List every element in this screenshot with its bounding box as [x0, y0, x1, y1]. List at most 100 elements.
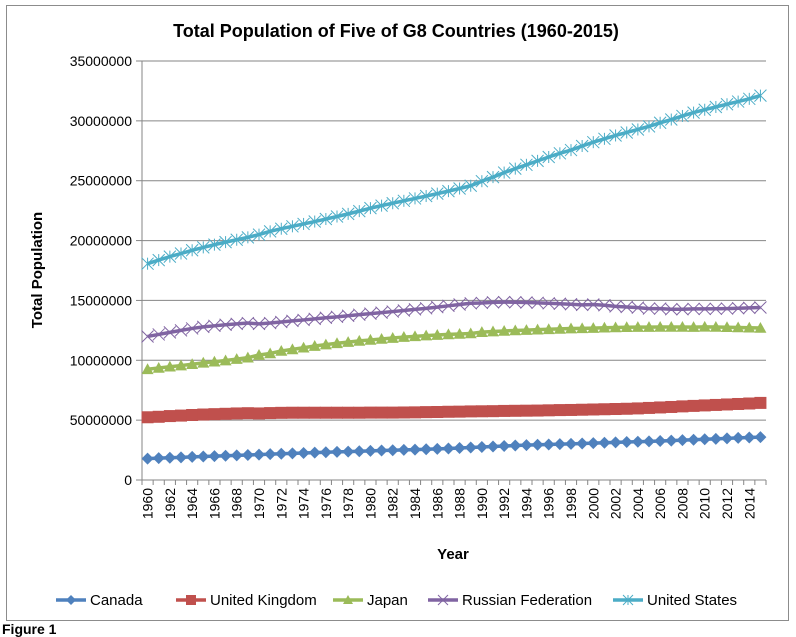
data-point-united-kingdom	[754, 396, 767, 409]
data-point-united-states	[219, 235, 232, 249]
data-point-united-states	[709, 100, 723, 114]
data-point-japan	[186, 358, 199, 370]
data-point-russian-federation	[542, 296, 556, 310]
x-tick-label: 1976	[318, 488, 334, 519]
data-point-united-states	[352, 204, 366, 218]
data-point-japan	[743, 321, 756, 333]
data-point-canada	[531, 438, 544, 451]
x-tick-label: 2010	[697, 488, 713, 519]
data-point-canada	[208, 450, 221, 463]
data-point-united-kingdom	[319, 406, 332, 419]
data-point-united-states	[542, 150, 556, 164]
data-point-united-states	[386, 196, 400, 210]
data-point-russian-federation	[185, 322, 199, 335]
data-point-japan	[687, 321, 700, 332]
y-tick-label: 25000000	[70, 173, 133, 189]
data-point-canada	[420, 443, 433, 456]
data-point-canada	[364, 444, 377, 457]
y-tick-label: 50000000	[70, 412, 133, 428]
data-point-united-kingdom	[409, 406, 421, 419]
data-point-canada	[721, 432, 733, 445]
data-point-canada	[609, 436, 622, 449]
data-point-japan	[576, 322, 589, 334]
data-point-russian-federation	[375, 306, 388, 319]
x-tick-label: 2008	[674, 488, 690, 519]
data-point-japan	[609, 321, 622, 333]
data-point-united-states	[642, 120, 656, 133]
data-point-united-kingdom	[420, 406, 433, 419]
data-point-united-states	[419, 189, 433, 203]
data-point-japan	[643, 321, 655, 332]
data-point-united-kingdom	[531, 404, 544, 417]
data-point-russian-federation	[453, 298, 466, 311]
data-point-russian-federation	[742, 301, 756, 315]
data-point-japan	[286, 343, 299, 355]
data-point-canada	[464, 441, 477, 454]
data-point-russian-federation	[152, 328, 166, 341]
data-point-canada	[598, 436, 611, 449]
data-point-united-kingdom	[442, 405, 455, 418]
data-point-united-states	[208, 238, 221, 251]
data-point-united-kingdom	[286, 406, 299, 419]
data-point-russian-federation	[642, 302, 656, 315]
data-point-united-states	[620, 126, 634, 139]
data-point-united-states	[508, 162, 522, 175]
data-point-united-kingdom	[297, 406, 310, 419]
data-point-russian-federation	[241, 316, 255, 330]
legend-item-united-kingdom: United Kingdom	[176, 592, 317, 609]
data-point-canada	[308, 446, 321, 459]
data-point-united-kingdom	[264, 407, 277, 420]
data-point-united-kingdom	[587, 403, 600, 416]
data-point-canada	[654, 434, 667, 447]
data-point-united-kingdom	[241, 407, 254, 420]
data-point-russian-federation	[486, 295, 500, 309]
data-point-japan	[509, 324, 522, 336]
data-point-russian-federation	[364, 307, 377, 320]
data-point-united-kingdom	[375, 406, 388, 419]
data-point-canada	[509, 439, 522, 452]
data-point-united-kingdom	[498, 404, 511, 417]
x-tick-label: 1988	[452, 488, 468, 519]
data-point-japan	[230, 353, 243, 364]
data-point-russian-federation	[430, 300, 444, 314]
data-point-japan	[665, 321, 678, 332]
data-point-canada	[631, 435, 644, 448]
data-point-united-kingdom	[598, 403, 611, 416]
data-point-japan	[197, 356, 210, 368]
data-point-united-kingdom	[631, 402, 644, 415]
data-point-united-kingdom	[553, 404, 566, 417]
data-point-united-states	[408, 192, 422, 205]
data-point-united-states	[274, 222, 288, 236]
data-point-japan	[386, 332, 399, 343]
data-point-united-states	[141, 257, 154, 271]
data-point-canada	[587, 437, 600, 450]
data-point-russian-federation	[263, 316, 277, 330]
data-point-japan	[442, 328, 455, 340]
data-point-canada	[487, 440, 499, 453]
data-point-united-states	[575, 139, 589, 153]
data-point-canada	[542, 438, 555, 451]
legend-label: Japan	[367, 592, 408, 609]
data-point-japan	[531, 323, 544, 335]
data-point-japan	[587, 322, 600, 333]
data-point-japan	[598, 321, 611, 333]
data-point-united-kingdom	[687, 399, 700, 412]
legend-label: Russian Federation	[462, 592, 592, 609]
y-axis-label: Total Population	[29, 212, 46, 328]
data-point-russian-federation	[196, 320, 210, 334]
data-point-russian-federation	[631, 301, 645, 314]
data-point-united-kingdom	[576, 403, 589, 416]
data-point-russian-federation	[676, 302, 689, 316]
data-point-united-states	[297, 217, 310, 231]
x-tick-label: 1990	[474, 488, 490, 519]
data-point-russian-federation	[475, 296, 489, 310]
data-point-russian-federation	[586, 298, 600, 311]
data-point-canada	[687, 433, 700, 446]
legend-label: Canada	[90, 592, 143, 609]
chart-title: Total Population of Five of G8 Countries…	[173, 21, 619, 41]
data-point-united-kingdom	[709, 398, 722, 411]
data-point-russian-federation	[386, 305, 400, 318]
data-point-united-states	[586, 135, 600, 149]
x-tick-label: 2012	[719, 488, 735, 519]
axes	[141, 61, 766, 481]
